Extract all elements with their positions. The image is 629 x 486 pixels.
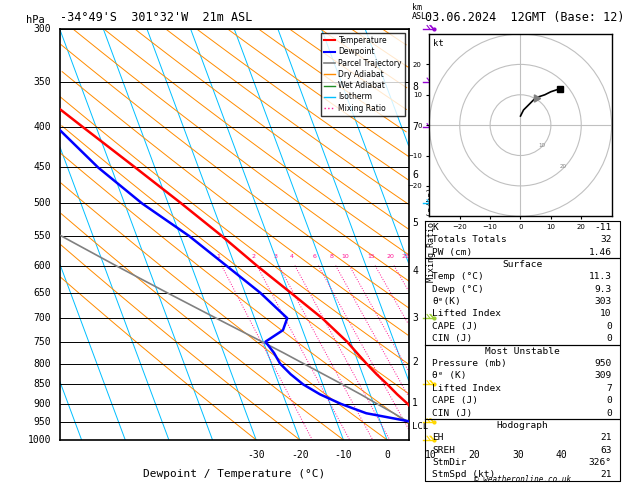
Text: 4: 4 xyxy=(413,266,418,276)
Text: 20: 20 xyxy=(386,254,394,259)
Text: hPa: hPa xyxy=(26,15,45,25)
Text: PW (cm): PW (cm) xyxy=(432,247,472,257)
Text: 3: 3 xyxy=(413,313,418,323)
Text: 10: 10 xyxy=(425,450,437,460)
Text: 0: 0 xyxy=(606,334,612,343)
Text: 700: 700 xyxy=(33,313,51,323)
Text: km
ASL: km ASL xyxy=(413,3,427,21)
Text: Pressure (mb): Pressure (mb) xyxy=(432,359,507,368)
Text: θᵉ (K): θᵉ (K) xyxy=(432,371,467,381)
Text: 1: 1 xyxy=(216,254,220,259)
Text: CIN (J): CIN (J) xyxy=(432,334,472,343)
Text: 600: 600 xyxy=(33,260,51,271)
Text: kt: kt xyxy=(433,39,444,49)
Text: 9.3: 9.3 xyxy=(594,285,612,294)
Text: 63: 63 xyxy=(600,446,612,455)
Text: 650: 650 xyxy=(33,288,51,298)
Text: 0: 0 xyxy=(384,450,390,460)
Text: LCL: LCL xyxy=(413,422,428,431)
Text: CAPE (J): CAPE (J) xyxy=(432,396,479,405)
Text: 6: 6 xyxy=(313,254,316,259)
Text: 850: 850 xyxy=(33,380,51,389)
Text: 0: 0 xyxy=(606,396,612,405)
Text: Surface: Surface xyxy=(502,260,542,269)
Text: 5: 5 xyxy=(413,218,418,228)
Text: 303: 303 xyxy=(594,297,612,306)
Text: Dewpoint / Temperature (°C): Dewpoint / Temperature (°C) xyxy=(143,469,325,479)
Text: 2: 2 xyxy=(413,357,418,366)
Text: Lifted Index: Lifted Index xyxy=(432,384,501,393)
Text: -11: -11 xyxy=(594,223,612,232)
Text: 4: 4 xyxy=(289,254,293,259)
Text: θᵉ(K): θᵉ(K) xyxy=(432,297,461,306)
Text: Mixing Ratio (g/kg): Mixing Ratio (g/kg) xyxy=(427,187,436,282)
Text: 15: 15 xyxy=(367,254,375,259)
Text: Temp (°C): Temp (°C) xyxy=(432,272,484,281)
Text: 25: 25 xyxy=(401,254,409,259)
Text: Dewp (°C): Dewp (°C) xyxy=(432,285,484,294)
Text: 8: 8 xyxy=(413,82,418,91)
Text: 11.3: 11.3 xyxy=(589,272,612,281)
Text: StmDir: StmDir xyxy=(432,458,467,467)
Text: EH: EH xyxy=(432,434,444,442)
Text: 32: 32 xyxy=(600,235,612,244)
Text: 309: 309 xyxy=(594,371,612,381)
Text: 900: 900 xyxy=(33,399,51,409)
Text: -34°49'S  301°32'W  21m ASL: -34°49'S 301°32'W 21m ASL xyxy=(60,11,252,24)
Text: 400: 400 xyxy=(33,122,51,132)
Text: Hodograph: Hodograph xyxy=(496,421,548,430)
Text: 30: 30 xyxy=(512,450,524,460)
Text: 6: 6 xyxy=(413,170,418,180)
Text: 950: 950 xyxy=(33,417,51,427)
Text: 350: 350 xyxy=(33,77,51,87)
Text: K: K xyxy=(432,223,438,232)
Text: 550: 550 xyxy=(33,231,51,241)
Text: Lifted Index: Lifted Index xyxy=(432,310,501,318)
Text: 950: 950 xyxy=(594,359,612,368)
Legend: Temperature, Dewpoint, Parcel Trajectory, Dry Adiabat, Wet Adiabat, Isotherm, Mi: Temperature, Dewpoint, Parcel Trajectory… xyxy=(321,33,405,116)
Text: Most Unstable: Most Unstable xyxy=(485,347,559,356)
Text: CAPE (J): CAPE (J) xyxy=(432,322,479,331)
Text: 1000: 1000 xyxy=(28,435,51,445)
Text: 21: 21 xyxy=(600,470,612,480)
Text: 7: 7 xyxy=(606,384,612,393)
Text: 326°: 326° xyxy=(589,458,612,467)
Text: 0: 0 xyxy=(606,322,612,331)
Text: 20: 20 xyxy=(469,450,480,460)
Text: 8: 8 xyxy=(330,254,334,259)
Text: 2: 2 xyxy=(252,254,255,259)
Text: -10: -10 xyxy=(335,450,352,460)
Text: 0: 0 xyxy=(606,409,612,417)
Text: -30: -30 xyxy=(247,450,265,460)
Text: -20: -20 xyxy=(291,450,309,460)
Text: SREH: SREH xyxy=(432,446,455,455)
Text: 500: 500 xyxy=(33,198,51,208)
Text: 1: 1 xyxy=(413,398,418,408)
Text: 300: 300 xyxy=(33,24,51,34)
Text: 10: 10 xyxy=(600,310,612,318)
Text: 3: 3 xyxy=(273,254,277,259)
Text: 1.46: 1.46 xyxy=(589,247,612,257)
Text: © weatheronline.co.uk: © weatheronline.co.uk xyxy=(474,474,571,484)
Text: 10: 10 xyxy=(342,254,350,259)
Text: 450: 450 xyxy=(33,162,51,173)
Text: 03.06.2024  12GMT (Base: 12): 03.06.2024 12GMT (Base: 12) xyxy=(425,11,624,24)
Text: CIN (J): CIN (J) xyxy=(432,409,472,417)
Text: 40: 40 xyxy=(555,450,567,460)
Text: 750: 750 xyxy=(33,337,51,347)
Text: 21: 21 xyxy=(600,434,612,442)
Text: Totals Totals: Totals Totals xyxy=(432,235,507,244)
Text: 800: 800 xyxy=(33,359,51,369)
Text: StmSpd (kt): StmSpd (kt) xyxy=(432,470,496,480)
Text: 20: 20 xyxy=(560,164,567,169)
Text: 10: 10 xyxy=(538,142,545,148)
Text: 7: 7 xyxy=(413,122,418,132)
